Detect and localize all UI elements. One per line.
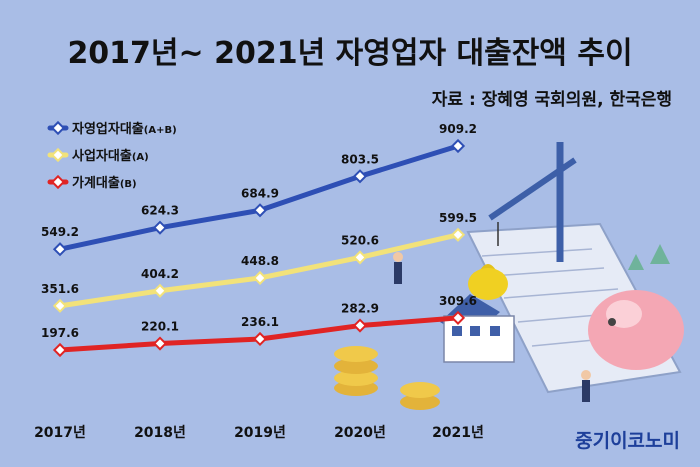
x-tick-label: 2021년 xyxy=(432,425,484,441)
data-point xyxy=(450,138,466,154)
data-label: 448.8 xyxy=(241,254,279,268)
data-point xyxy=(152,283,168,298)
data-point xyxy=(252,270,268,286)
data-label: 220.1 xyxy=(141,320,179,334)
data-label: 624.3 xyxy=(141,204,179,218)
data-label: 404.2 xyxy=(141,267,179,281)
tree xyxy=(650,244,670,264)
data-point xyxy=(352,250,368,265)
data-point xyxy=(52,342,68,358)
data-label: 236.1 xyxy=(241,315,279,329)
data-label: 197.6 xyxy=(41,326,79,340)
data-point xyxy=(52,242,68,257)
data-label: 684.9 xyxy=(241,186,279,200)
x-tick-label: 2018년 xyxy=(134,425,186,441)
data-label: 282.9 xyxy=(341,302,379,316)
brand-logo: 중기이코노미 xyxy=(575,430,680,452)
legend-label: 자영업자대출(A+B) xyxy=(72,121,177,137)
person xyxy=(394,262,402,284)
data-point xyxy=(352,318,368,333)
source-note: 자료 : 장혜영 국회의원, 한국은행 xyxy=(431,90,672,110)
data-label: 351.6 xyxy=(41,282,79,296)
data-label: 803.5 xyxy=(341,152,379,166)
x-axis: 2017년 2018년 2019년 2020년 2021년 xyxy=(34,425,484,441)
x-tick-label: 2017년 xyxy=(34,425,86,441)
data-point xyxy=(252,203,268,218)
data-point xyxy=(450,310,466,325)
x-tick-label: 2019년 xyxy=(234,425,286,441)
legend: 자영업자대출(A+B) 사업자대출(A) 가계대출(B) xyxy=(47,120,177,191)
data-point xyxy=(450,227,466,242)
data-label: 309.6 xyxy=(439,294,477,308)
data-label: 520.6 xyxy=(341,233,379,247)
house xyxy=(443,315,515,363)
illustration xyxy=(334,142,684,410)
piggy-bank xyxy=(588,290,684,370)
crane-arm xyxy=(488,157,577,221)
legend-label: 사업자대출(A) xyxy=(72,148,149,164)
data-label: 599.5 xyxy=(439,211,477,225)
data-point xyxy=(352,169,368,184)
data-point xyxy=(52,298,68,313)
x-tick-label: 2020년 xyxy=(334,425,386,441)
chart-title: 2017년~ 2021년 자영업자 대출잔액 추이 xyxy=(67,36,633,71)
series-layer: 549.2 624.3 684.9 803.5 909.2 351.6 404.2 448.8… xyxy=(41,122,477,358)
data-point xyxy=(152,220,168,235)
data-point xyxy=(252,331,268,347)
data-label: 549.2 xyxy=(41,225,79,239)
data-label: 909.2 xyxy=(439,122,477,136)
legend-label: 가계대출(B) xyxy=(72,175,137,191)
data-point xyxy=(152,336,168,351)
